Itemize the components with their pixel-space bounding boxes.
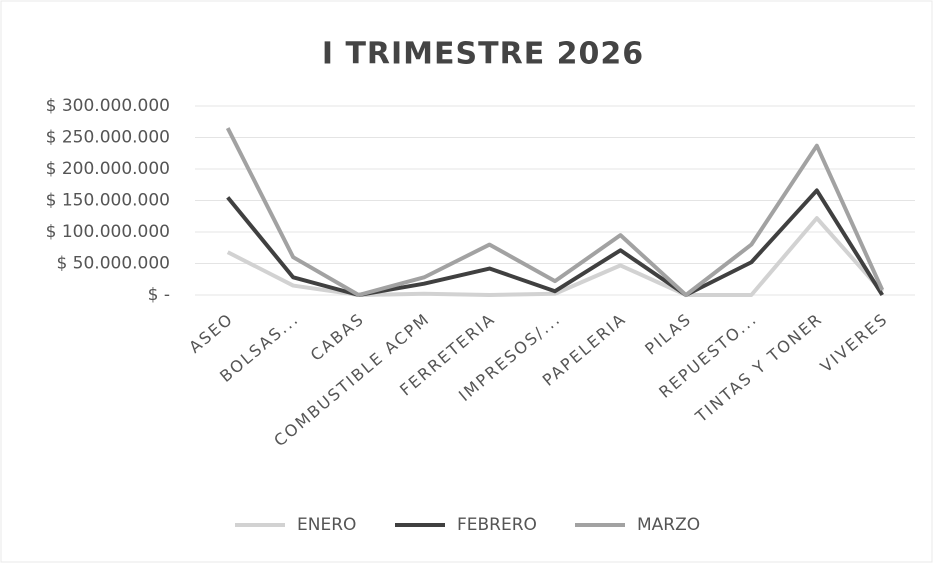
y-tick-label: $ 200.000.000 — [46, 159, 170, 179]
y-tick-label: $ 150.000.000 — [46, 191, 170, 211]
series-line — [226, 216, 884, 297]
series-line — [226, 188, 884, 297]
y-tick-label: $ 50.000.000 — [56, 254, 170, 274]
y-tick-label: $ 300.000.000 — [46, 96, 170, 116]
legend-label: FEBRERO — [457, 515, 537, 535]
series-line — [225, 127, 885, 297]
y-tick-label: $ 250.000.000 — [46, 128, 170, 148]
legend-label: ENERO — [297, 515, 356, 535]
y-tick-label: $ 100.000.000 — [46, 222, 170, 242]
legend-label: MARZO — [637, 515, 700, 535]
y-tick-label: $ - — [148, 285, 170, 305]
chart-title: I TRIMESTRE 2026 — [322, 37, 644, 72]
